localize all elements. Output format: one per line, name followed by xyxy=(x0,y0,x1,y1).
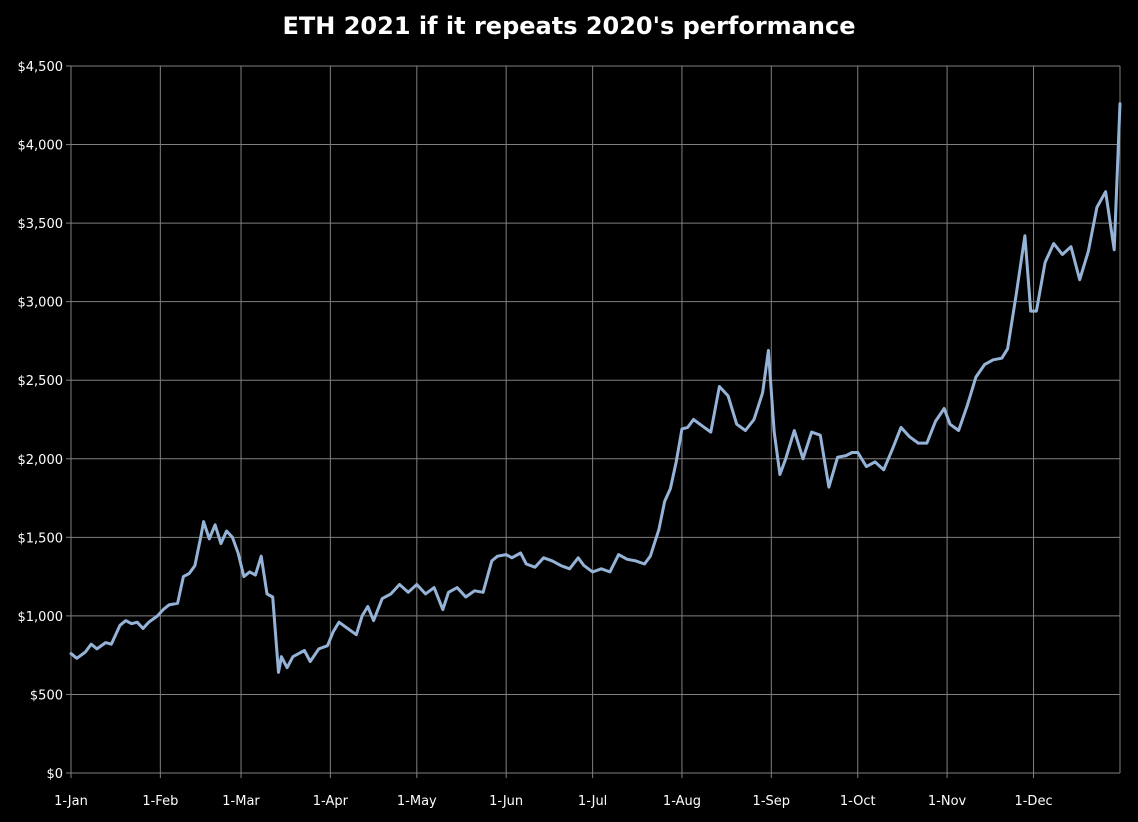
y-tick-label: $1,500 xyxy=(18,531,64,546)
x-tick-label: 1-Feb xyxy=(142,794,178,809)
x-tick-label: 1-Jan xyxy=(54,794,88,809)
x-tick-label: 1-Aug xyxy=(663,794,701,809)
x-tick-label: 1-Sep xyxy=(753,794,790,809)
y-tick-label: $2,500 xyxy=(18,374,64,389)
label-layer: $0 $500 $1,000 $1,500 $2,000 $2,500 $3,000 $3,5… xyxy=(18,60,1053,809)
x-tick-label: 1-Jun xyxy=(489,794,523,809)
chart-title: ETH 2021 if it repeats 2020's performanc… xyxy=(282,12,856,40)
y-tick-label: $3,000 xyxy=(18,296,64,311)
x-tick-label: 1-Oct xyxy=(840,794,876,809)
y-tick-label: $0 xyxy=(46,767,63,782)
y-tick-label: $4,000 xyxy=(18,139,64,154)
y-tick-label: $4,500 xyxy=(18,60,64,75)
x-tick-label: 1-Mar xyxy=(222,794,260,809)
x-tick-label: 1-Dec xyxy=(1014,794,1052,809)
y-tick-label: $1,000 xyxy=(18,610,64,625)
series-line xyxy=(69,102,1122,674)
series-layer xyxy=(69,102,1122,674)
y-tick-label: $3,500 xyxy=(18,217,64,232)
y-tick-label: $500 xyxy=(30,688,63,703)
x-tick-label: 1-Jul xyxy=(578,794,607,809)
x-tick-label: 1-Apr xyxy=(313,794,349,809)
y-tick-label: $2,000 xyxy=(18,453,64,468)
grid-layer xyxy=(71,65,1121,773)
x-tick-label: 1-Nov xyxy=(928,794,967,809)
x-tick-label: 1-May xyxy=(397,794,437,809)
